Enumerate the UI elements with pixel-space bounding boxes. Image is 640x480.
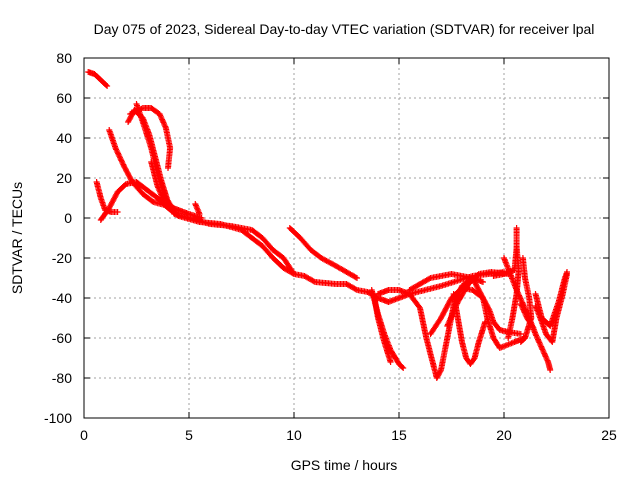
series-arc24 (532, 271, 570, 345)
series-markers (370, 291, 394, 365)
series-markers (532, 271, 570, 345)
x-tick-label: 10 (286, 427, 302, 443)
y-tick-label: 60 (56, 90, 72, 106)
y-tick-label: -80 (52, 370, 72, 386)
series-markers (286, 225, 360, 281)
axes: 0 5 10 15 20 25 -100 -80 -60 -40 -20 0 20 40 60 80 (44, 50, 617, 443)
x-axis-label: GPS time / hours (291, 457, 398, 473)
series-markers (406, 271, 528, 351)
y-tick-label: 80 (56, 50, 72, 66)
series-arc9 (192, 201, 203, 217)
series-layer (85, 69, 570, 381)
series-arc1 (85, 69, 111, 89)
y-tick-label: 40 (56, 130, 72, 146)
series-markers (450, 291, 489, 367)
y-tick-label: 20 (56, 170, 72, 186)
series-arc8 (148, 159, 297, 277)
grid (84, 58, 609, 418)
x-tick-label: 25 (601, 427, 617, 443)
x-tick-label: 0 (80, 427, 88, 443)
y-tick-label: 0 (64, 210, 72, 226)
series-arc15 (406, 271, 528, 351)
series-arc12 (370, 291, 394, 365)
y-tick-label: -40 (52, 290, 72, 306)
series-arc22 (517, 255, 535, 345)
y-tick-label: -60 (52, 330, 72, 346)
x-tick-label: 5 (185, 427, 193, 443)
x-tick-label: 20 (496, 427, 512, 443)
series-markers (133, 101, 180, 217)
series-markers (85, 69, 111, 89)
y-tick-label: -100 (44, 410, 72, 426)
y-tick-label: -20 (52, 250, 72, 266)
series-markers (148, 159, 297, 277)
series-arc7 (133, 101, 180, 217)
series-markers (517, 255, 535, 345)
plot-frame (83, 57, 610, 419)
y-axis-label: SDTVAR / TECUs (9, 182, 25, 294)
chart-title: Day 075 of 2023, Sidereal Day-to-day VTE… (94, 21, 595, 37)
x-tick-label: 15 (391, 427, 407, 443)
series-arc17 (450, 291, 489, 367)
series-markers (192, 201, 203, 217)
series-arc10 (286, 225, 360, 281)
